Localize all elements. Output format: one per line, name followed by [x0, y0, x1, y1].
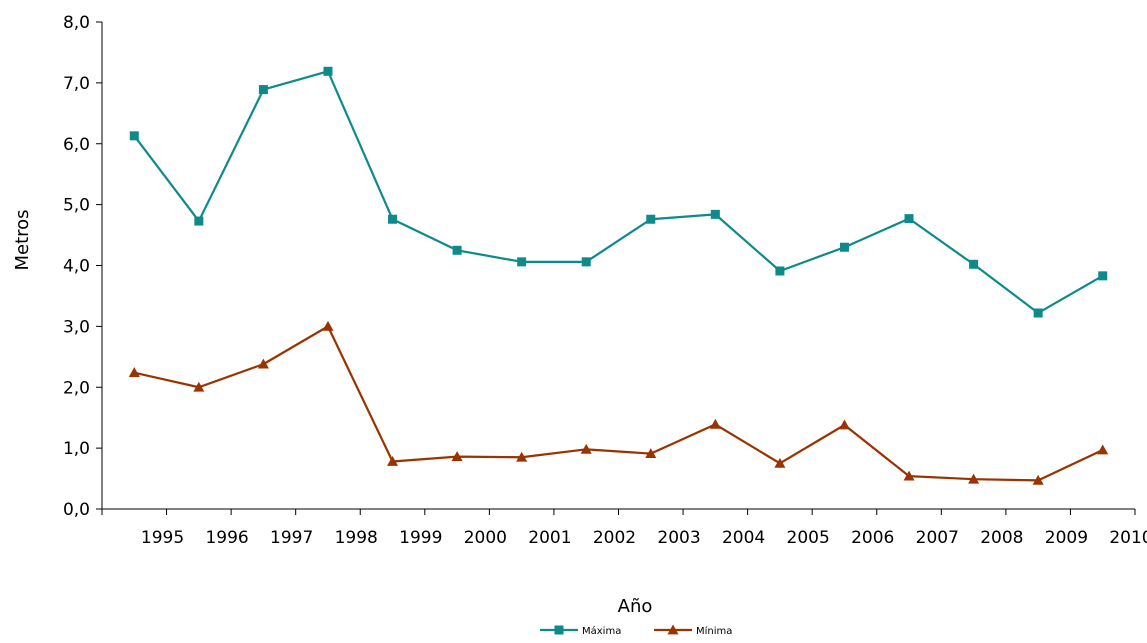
data-point: [1032, 474, 1044, 485]
x-tick-label: 1998: [335, 528, 378, 548]
series-minima: [128, 320, 1109, 485]
data-point: [193, 381, 205, 392]
y-tick-label: 7,0: [63, 74, 90, 94]
x-tick-label: 1999: [399, 528, 442, 548]
y-tick-label: 1,0: [63, 439, 90, 459]
y-axis-title: Metros: [12, 209, 33, 270]
legend: Máxima Mínima: [540, 624, 732, 637]
x-tick-label: 2006: [851, 528, 894, 548]
data-point: [581, 257, 591, 267]
data-point: [452, 245, 462, 255]
data-point: [258, 85, 268, 95]
data-point: [904, 214, 914, 224]
x-tick-label: 2009: [1045, 528, 1088, 548]
data-point: [387, 456, 399, 466]
x-tick-label: 1995: [141, 528, 184, 548]
legend-label: Máxima: [582, 625, 621, 637]
legend-marker: [554, 625, 564, 635]
data-point: [775, 266, 785, 276]
data-point: [322, 320, 334, 331]
series-line: [133, 70, 1104, 315]
data-point: [516, 451, 528, 462]
data-point: [257, 358, 269, 369]
legend-item: Máxima: [540, 625, 621, 637]
y-tick-label: 6,0: [63, 135, 90, 155]
y-tick-label: 8,0: [63, 13, 90, 33]
series-line: [134, 325, 1104, 482]
series-maxima: [129, 66, 1108, 318]
data-point: [1098, 271, 1108, 281]
data-point: [839, 242, 849, 252]
data-point: [129, 131, 139, 141]
y-tick-label: 4,0: [63, 257, 90, 277]
x-tick-label: 1997: [270, 528, 313, 548]
data-point: [580, 443, 592, 454]
data-point: [710, 209, 720, 219]
legend-label: Mínima: [696, 625, 732, 637]
data-point: [646, 214, 656, 224]
data-point: [969, 259, 979, 269]
data-point: [774, 457, 786, 468]
data-point: [838, 419, 850, 430]
legend-marker: [667, 624, 679, 635]
x-tick-label: 2003: [657, 528, 700, 548]
x-tick-label: 2010: [1109, 528, 1147, 548]
data-point: [194, 216, 204, 226]
legend-item: Mínima: [654, 624, 732, 637]
x-tick-label: 2004: [722, 528, 765, 548]
y-tick-label: 5,0: [63, 196, 90, 216]
data-point: [1097, 444, 1109, 455]
y-tick-label: 3,0: [63, 317, 90, 337]
data-point: [128, 367, 140, 378]
data-point: [323, 66, 333, 76]
y-tick-label: 2,0: [63, 378, 90, 398]
data-point: [1033, 308, 1043, 318]
x-tick-label: 2007: [916, 528, 959, 548]
data-point: [451, 451, 463, 462]
axes: [101, 22, 1135, 510]
y-tick-label: 0,0: [63, 500, 90, 520]
x-tick-label: 2001: [528, 528, 571, 548]
data-point: [517, 257, 527, 267]
data-point: [645, 448, 657, 459]
data-point: [968, 473, 980, 484]
data-point: [709, 418, 721, 429]
series-layer: [128, 66, 1109, 485]
data-point: [903, 470, 915, 481]
x-tick-label: 2008: [980, 528, 1023, 548]
x-tick-label: 2005: [787, 528, 830, 548]
x-axis-ticks: 1995 1996 1997 1998 1999 2000 2001 2002 2003 2004…: [101, 509, 1147, 548]
x-axis-title: Año: [618, 596, 653, 617]
x-tick-label: 2000: [464, 528, 507, 548]
x-tick-label: 2002: [593, 528, 636, 548]
data-point: [388, 214, 398, 224]
x-tick-label: 1996: [205, 528, 248, 548]
y-axis-ticks: 0,0 1,0 2,0 3,0 4,0 5,0 6,0 7,0 8,0: [63, 13, 102, 520]
